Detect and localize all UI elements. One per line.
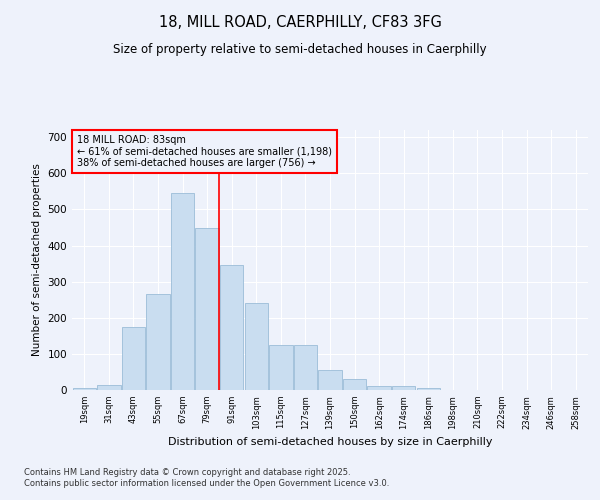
Bar bbox=[196, 228, 219, 390]
X-axis label: Distribution of semi-detached houses by size in Caerphilly: Distribution of semi-detached houses by … bbox=[168, 437, 492, 447]
Bar bbox=[73, 388, 96, 390]
Text: Size of property relative to semi-detached houses in Caerphilly: Size of property relative to semi-detach… bbox=[113, 42, 487, 56]
Bar bbox=[269, 345, 293, 390]
Bar bbox=[171, 193, 194, 390]
Bar bbox=[319, 370, 341, 390]
Y-axis label: Number of semi-detached properties: Number of semi-detached properties bbox=[32, 164, 42, 356]
Bar bbox=[392, 386, 415, 390]
Bar bbox=[367, 386, 391, 390]
Bar bbox=[220, 266, 244, 390]
Bar bbox=[294, 345, 317, 390]
Bar bbox=[245, 304, 268, 390]
Text: Contains HM Land Registry data © Crown copyright and database right 2025.
Contai: Contains HM Land Registry data © Crown c… bbox=[24, 468, 389, 487]
Bar bbox=[146, 294, 170, 390]
Text: 18, MILL ROAD, CAERPHILLY, CF83 3FG: 18, MILL ROAD, CAERPHILLY, CF83 3FG bbox=[158, 15, 442, 30]
Bar bbox=[416, 388, 440, 390]
Bar bbox=[122, 327, 145, 390]
Bar bbox=[97, 384, 121, 390]
Bar bbox=[343, 379, 366, 390]
Text: 18 MILL ROAD: 83sqm
← 61% of semi-detached houses are smaller (1,198)
38% of sem: 18 MILL ROAD: 83sqm ← 61% of semi-detach… bbox=[77, 135, 332, 168]
